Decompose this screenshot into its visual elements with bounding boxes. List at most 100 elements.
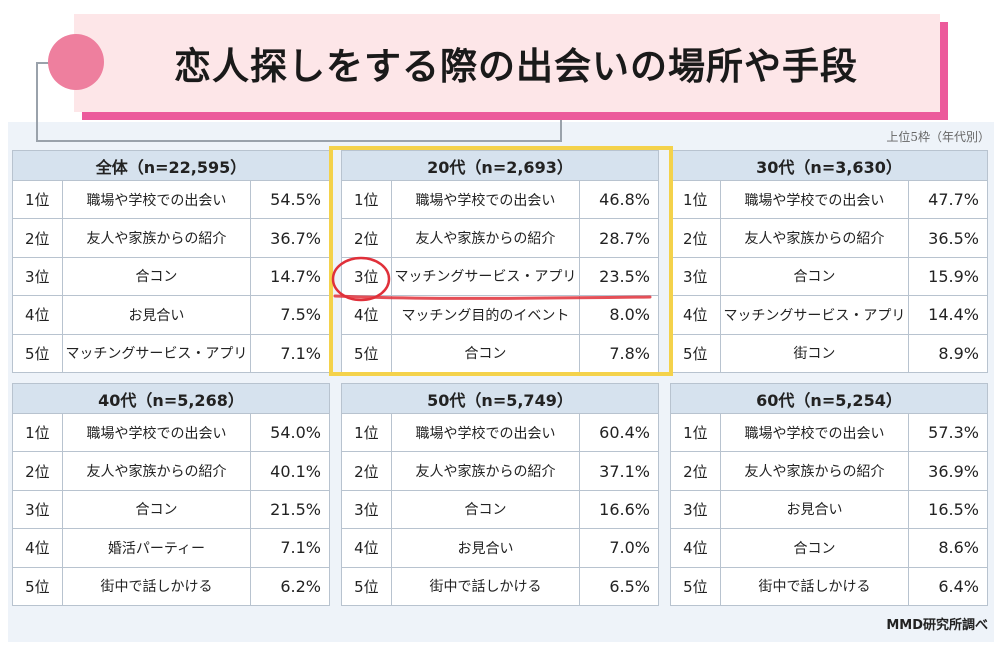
item-cell: 友人や家族からの紹介: [390, 218, 581, 258]
item-cell: 職場や学校での出会い: [61, 179, 252, 220]
item-cell: 合コン: [719, 528, 910, 568]
table-row: 2位 友人や家族からの紹介 28.7%: [341, 218, 659, 258]
table-row: 2位 友人や家族からの紹介 37.1%: [341, 451, 659, 491]
table-row: 3位 合コン 15.9%: [670, 256, 988, 297]
rank-cell: 2位: [12, 451, 63, 491]
table-row: 5位 合コン 7.8%: [341, 333, 659, 373]
table-row: 4位 お見合い 7.0%: [341, 528, 659, 568]
page-title: 恋人探しをする際の出会いの場所や手段: [174, 44, 858, 88]
item-cell: マッチング目的のイベント: [390, 295, 581, 335]
table-row: 3位 合コン 21.5%: [12, 489, 330, 530]
title-circle-icon: [48, 34, 104, 90]
table-row: 1位 職場や学校での出会い 54.5%: [12, 179, 330, 220]
item-cell: 街中で話しかける: [61, 566, 252, 606]
item-cell: 職場や学校での出会い: [390, 179, 581, 220]
percent-cell: 47.7%: [908, 179, 988, 220]
rank-cell: 3位: [670, 256, 721, 297]
percent-cell: 16.5%: [908, 489, 988, 530]
table-row: 4位 マッチング目的のイベント 8.0%: [341, 295, 659, 335]
percent-cell: 40.1%: [250, 451, 330, 491]
rank-cell: 2位: [670, 218, 721, 258]
item-cell: 合コン: [390, 489, 581, 530]
table-row: 4位 婚活パーティー 7.1%: [12, 528, 330, 568]
percent-cell: 16.6%: [579, 489, 659, 530]
percent-cell: 7.0%: [579, 528, 659, 568]
item-cell: 街中で話しかける: [390, 566, 581, 606]
percent-cell: 6.5%: [579, 566, 659, 606]
rank-cell: 3位: [12, 256, 63, 297]
source-credit: MMD研究所調べ: [886, 618, 988, 633]
item-cell: マッチングサービス・アプリ: [61, 333, 252, 373]
percent-cell: 14.4%: [908, 295, 988, 335]
item-cell: マッチングサービス・アプリ: [719, 295, 910, 335]
percent-cell: 36.7%: [250, 218, 330, 258]
item-cell: 友人や家族からの紹介: [719, 451, 910, 491]
table-row: 3位 お見合い 16.5%: [670, 489, 988, 530]
table-row: 1位 職場や学校での出会い 54.0%: [12, 412, 330, 453]
percent-cell: 8.6%: [908, 528, 988, 568]
item-cell: 友人や家族からの紹介: [61, 451, 252, 491]
rank-cell: 2位: [12, 218, 63, 258]
ranking-table-40s: 40代（n=5,268） 1位 職場や学校での出会い 54.0% 2位 友人や家族からの紹…: [12, 383, 330, 606]
percent-cell: 21.5%: [250, 489, 330, 530]
ranking-table-overall: 全体（n=22,595） 1位 職場や学校での出会い 54.5% 2位 友人や家族からの紹…: [12, 150, 330, 373]
percent-cell: 6.2%: [250, 566, 330, 606]
rank-cell: 4位: [12, 295, 63, 335]
percent-cell: 6.4%: [908, 566, 988, 606]
table-row: 5位 街中で話しかける 6.5%: [341, 566, 659, 606]
percent-cell: 57.3%: [908, 412, 988, 453]
percent-cell: 36.9%: [908, 451, 988, 491]
percent-cell: 14.7%: [250, 256, 330, 297]
subtitle-note: 上位5枠（年代別）: [886, 130, 990, 144]
rank-cell: 5位: [12, 333, 63, 373]
rank-cell: 5位: [341, 566, 392, 606]
table-header: 60代（n=5,254）: [670, 383, 988, 414]
table-row: 5位 街中で話しかける 6.2%: [12, 566, 330, 606]
rank-cell: 2位: [670, 451, 721, 491]
rank-cell: 4位: [670, 295, 721, 335]
percent-cell: 7.1%: [250, 528, 330, 568]
percent-cell: 7.8%: [579, 333, 659, 373]
rank-cell: 3位: [12, 489, 63, 530]
item-cell: 合コン: [719, 256, 910, 297]
rank-cell: 3位: [670, 489, 721, 530]
table-row: 2位 友人や家族からの紹介 36.7%: [12, 218, 330, 258]
item-cell: 職場や学校での出会い: [390, 412, 581, 453]
table-header: 40代（n=5,268）: [12, 383, 330, 414]
rank-cell: 5位: [341, 333, 392, 373]
rank-cell: 2位: [341, 451, 392, 491]
percent-cell: 37.1%: [579, 451, 659, 491]
rank-cell: 5位: [12, 566, 63, 606]
table-row: 1位 職場や学校での出会い 60.4%: [341, 412, 659, 453]
frame-line-right: [560, 120, 562, 142]
table-row: 1位 職場や学校での出会い 47.7%: [670, 179, 988, 220]
percent-cell: 7.5%: [250, 295, 330, 335]
percent-cell: 54.0%: [250, 412, 330, 453]
percent-cell: 46.8%: [579, 179, 659, 220]
rank-cell: 1位: [670, 412, 721, 453]
rank-cell: 4位: [341, 528, 392, 568]
rank-cell: 1位: [341, 412, 392, 453]
table-header: 全体（n=22,595）: [12, 150, 330, 181]
item-cell: 街中で話しかける: [719, 566, 910, 606]
item-cell: 職場や学校での出会い: [719, 412, 910, 453]
highlight-frame-20s: [329, 146, 673, 376]
percent-cell: 54.5%: [250, 179, 330, 220]
table-header: 30代（n=3,630）: [670, 150, 988, 181]
item-cell: 友人や家族からの紹介: [61, 218, 252, 258]
item-cell: 合コン: [390, 333, 581, 373]
item-cell: マッチングサービス・アプリ: [390, 256, 581, 297]
rank-cell: 2位: [341, 218, 392, 258]
table-row: 2位 友人や家族からの紹介 36.9%: [670, 451, 988, 491]
percent-cell: 28.7%: [579, 218, 659, 258]
table-header: 50代（n=5,749）: [341, 383, 659, 414]
item-cell: 合コン: [61, 489, 252, 530]
percent-cell: 36.5%: [908, 218, 988, 258]
title-banner: 恋人探しをする際の出会いの場所や手段: [74, 14, 940, 112]
ranking-table-50s: 50代（n=5,749） 1位 職場や学校での出会い 60.4% 2位 友人や家族からの紹…: [341, 383, 659, 606]
rank-cell: 3位: [341, 489, 392, 530]
table-row: 3位 合コン 14.7%: [12, 256, 330, 297]
item-cell: お見合い: [719, 489, 910, 530]
percent-cell: 15.9%: [908, 256, 988, 297]
rank-cell: 1位: [341, 179, 392, 220]
